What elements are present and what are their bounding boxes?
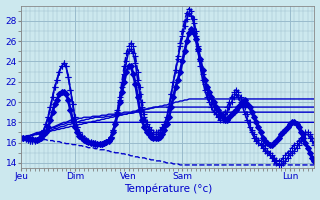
X-axis label: Température (°c): Température (°c): [124, 184, 212, 194]
